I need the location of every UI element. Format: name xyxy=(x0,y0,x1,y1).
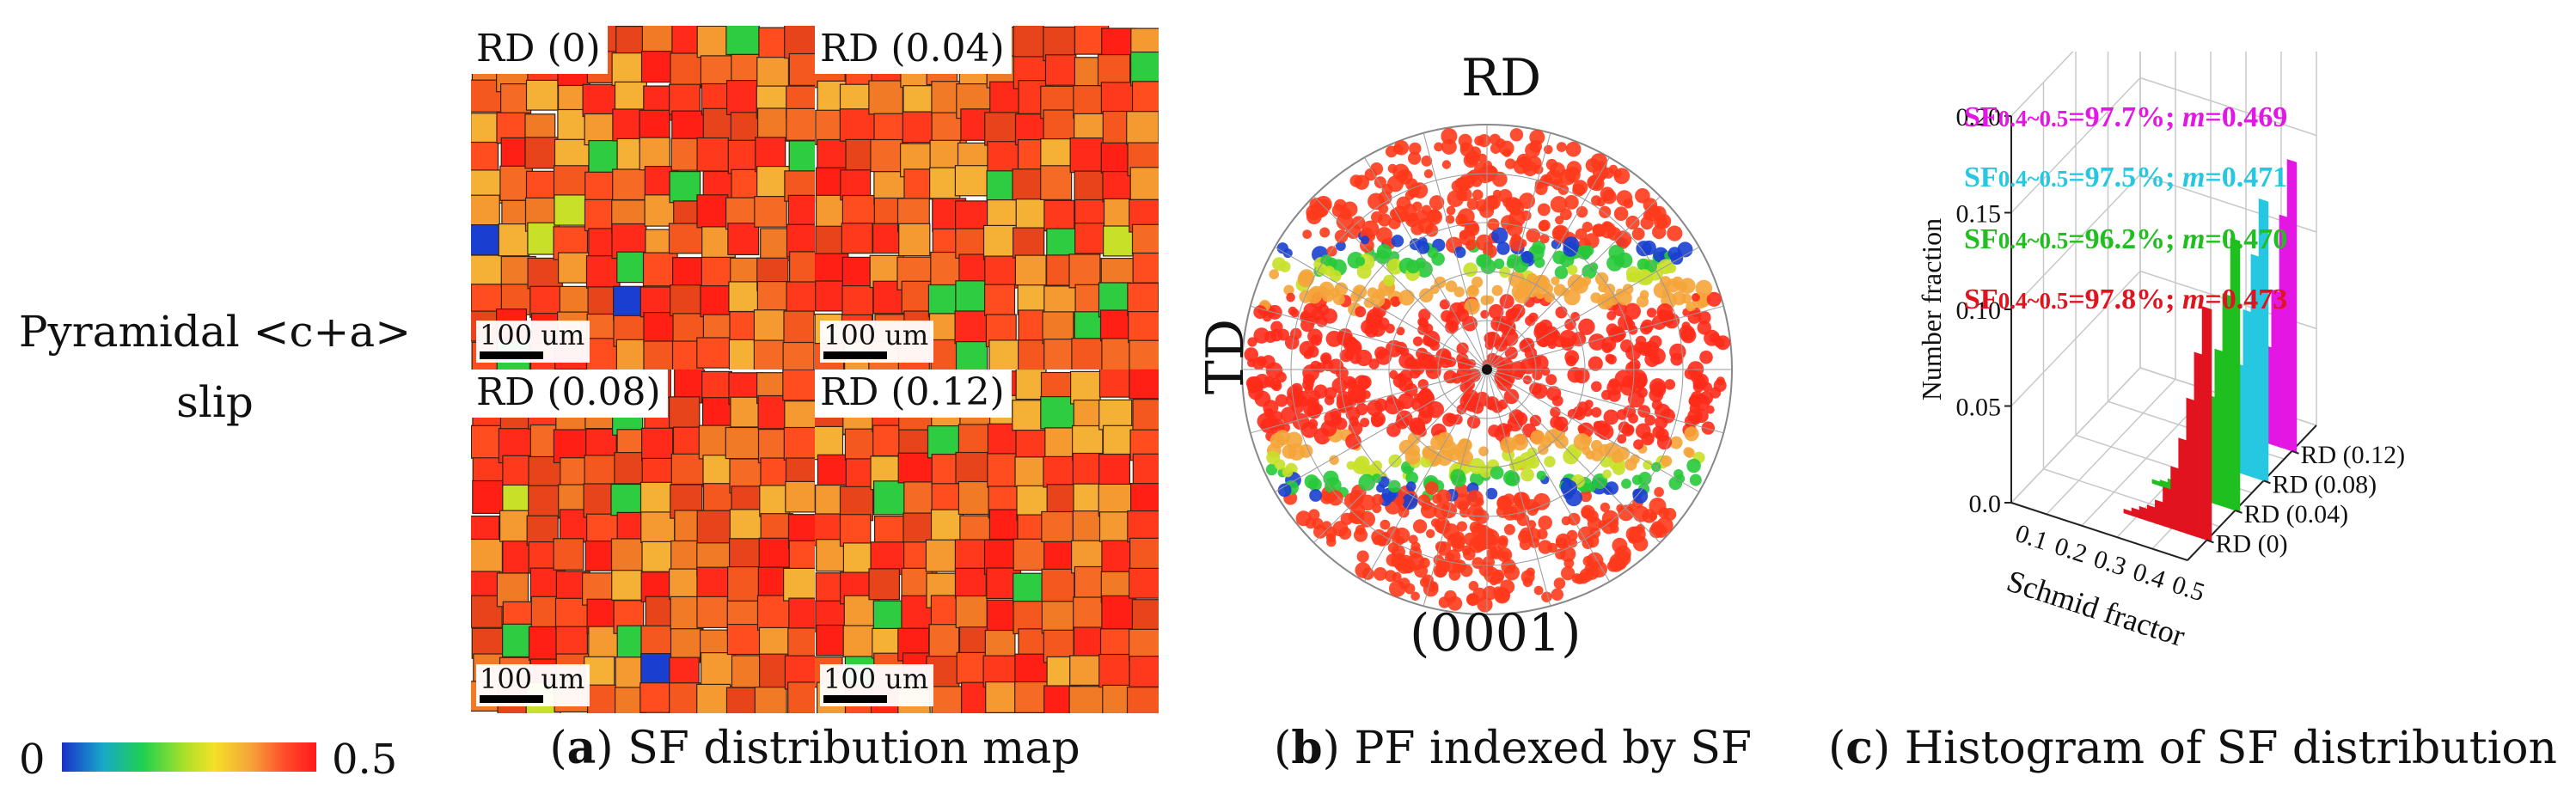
scale-bar-text: 100 um xyxy=(823,663,929,695)
legend-m-value: =0.471 xyxy=(2205,162,2288,193)
legend-sf-prefix: SF xyxy=(1964,223,1998,255)
y-tick-label: 0.05 xyxy=(1956,394,2002,422)
x-tick-label: 0.5 xyxy=(2169,570,2208,607)
caption-b-letter: b xyxy=(1291,722,1323,774)
scale-bar-text: 100 um xyxy=(480,319,585,351)
legend-entry-rd-0.04: SF0.4~0.5=96.2%; m=0.470 xyxy=(1964,223,2287,256)
series-label: RD (0.04) xyxy=(2244,500,2349,528)
scale-bar-line xyxy=(823,351,887,359)
x-tick-label: 0.4 xyxy=(2129,558,2169,595)
map-label: RD (0) xyxy=(471,26,608,74)
caption-c: (c) Histogram of SF distribution xyxy=(1827,722,2558,774)
histogram-3d: 0.0 0.05 0.10 0.15 0.20 0.1 0.2 0.3 0.4 0.5 Number… xyxy=(1916,52,2406,653)
map-label: RD (0.08) xyxy=(471,370,668,418)
colorbar-gradient xyxy=(62,742,316,772)
colorbar-min-label: 0 xyxy=(19,736,46,784)
legend-sf-value: =97.8%; xyxy=(2068,284,2182,315)
histogram-bar xyxy=(2286,159,2298,454)
scale-bar-text: 100 um xyxy=(480,663,585,695)
legend-entry-rd-0.08: SF0.4~0.5=97.5%; m=0.471 xyxy=(1964,162,2287,194)
pole-figure xyxy=(1241,124,1733,615)
legend-sf-prefix: SF xyxy=(1964,284,1998,315)
series-label: RD (0.08) xyxy=(2273,470,2377,498)
legend-sf-value: =97.5%; xyxy=(2068,162,2182,193)
x-tick-label: 0.2 xyxy=(2051,532,2090,569)
map-label: RD (0.12) xyxy=(815,370,1012,418)
scale-bar-text: 100 um xyxy=(823,319,929,351)
scale-bar: 100 um xyxy=(820,319,934,363)
pf-label-0001: (0001) xyxy=(1410,603,1582,663)
caption-a-letter: a xyxy=(566,722,597,774)
legend-sf-value: =96.2%; xyxy=(2068,223,2182,255)
y-axis-label: Number fraction xyxy=(1916,218,1947,400)
grain-map-image xyxy=(471,370,815,713)
scale-bar-line xyxy=(480,351,543,359)
legend-sf-value: =97.7%; xyxy=(2068,101,2182,133)
histogram-bar xyxy=(2201,306,2212,542)
legend-sf-range: 0.4~0.5 xyxy=(1998,228,2069,254)
legend-entry-rd-0.12: SF0.4~0.5=97.7%; m=0.469 xyxy=(1964,101,2287,134)
legend-m-symbol: m xyxy=(2181,223,2206,255)
legend-entry-rd-0: SF0.4~0.5=97.8%; m=0.473 xyxy=(1964,284,2287,316)
legend-sf-range: 0.4~0.5 xyxy=(1998,288,2069,314)
x-tick-label: 0.3 xyxy=(2090,545,2130,582)
caption-c-text: Histogram of SF distribution xyxy=(1904,723,2558,774)
pf-label-td: TD xyxy=(1196,318,1257,395)
grain-map-image xyxy=(815,370,1159,713)
x-tick-label: 0.1 xyxy=(2012,519,2052,556)
series-rd-0- xyxy=(2123,306,2212,542)
legend-m-value: =0.470 xyxy=(2205,223,2288,255)
legend-m-symbol: m xyxy=(2181,162,2206,193)
caption-a: (a) SF distribution map xyxy=(549,722,1080,774)
map-label: RD (0.04) xyxy=(815,26,1012,74)
caption-a-text: SF distribution map xyxy=(627,723,1080,774)
scale-bar: 100 um xyxy=(820,663,934,706)
row-label: Pyramidal <c+a> slip xyxy=(0,296,430,437)
grain-map-image xyxy=(471,26,815,370)
legend-m-symbol: m xyxy=(2181,101,2206,133)
scale-bar: 100 um xyxy=(476,321,590,363)
row-label-line1: Pyramidal <c+a> xyxy=(18,307,412,357)
legend-m-value: =0.469 xyxy=(2205,101,2288,133)
legend-sf-range: 0.4~0.5 xyxy=(1998,166,2069,192)
caption-b-text: PF indexed by SF xyxy=(1354,723,1753,774)
legend-m-symbol: m xyxy=(2181,284,2206,315)
legend-sf-prefix: SF xyxy=(1964,101,1998,133)
sf-map-rd-0.12: RD (0.12) 100 um xyxy=(815,370,1159,713)
scale-bar: 100 um xyxy=(476,664,590,706)
row-label-line2: slip xyxy=(176,377,254,427)
series-label: RD (0) xyxy=(2216,529,2288,558)
grain-map-image xyxy=(815,26,1159,370)
sf-map-rd-0: RD (0) 100 um xyxy=(471,26,815,370)
legend-sf-range: 0.4~0.5 xyxy=(1998,106,2069,131)
legend-m-value: =0.473 xyxy=(2205,284,2288,315)
caption-c-letter: c xyxy=(1845,722,1873,774)
caption-b: (b) PF indexed by SF xyxy=(1273,722,1753,774)
y-tick-label: 0.15 xyxy=(1956,200,2002,229)
pf-label-rd: RD xyxy=(1461,48,1542,108)
legend-sf-prefix: SF xyxy=(1964,162,1998,193)
y-tick-label: 0.0 xyxy=(1969,490,2002,518)
series-label: RD (0.12) xyxy=(2301,441,2406,469)
scale-bar-line xyxy=(823,695,887,703)
y-tick-label: 0.10 xyxy=(1956,296,2002,325)
y-tick-label: 0.20 xyxy=(1956,103,2002,131)
histogram-bar xyxy=(2230,237,2241,513)
sf-map-rd-0.08: RD (0.08) 100 um xyxy=(471,370,815,713)
scale-bar-line xyxy=(480,695,543,703)
sf-map-rd-0.04: RD (0.04) 100 um xyxy=(815,26,1159,370)
sf-colorbar: 0 0.5 xyxy=(9,730,413,784)
colorbar-max-label: 0.5 xyxy=(332,736,398,784)
